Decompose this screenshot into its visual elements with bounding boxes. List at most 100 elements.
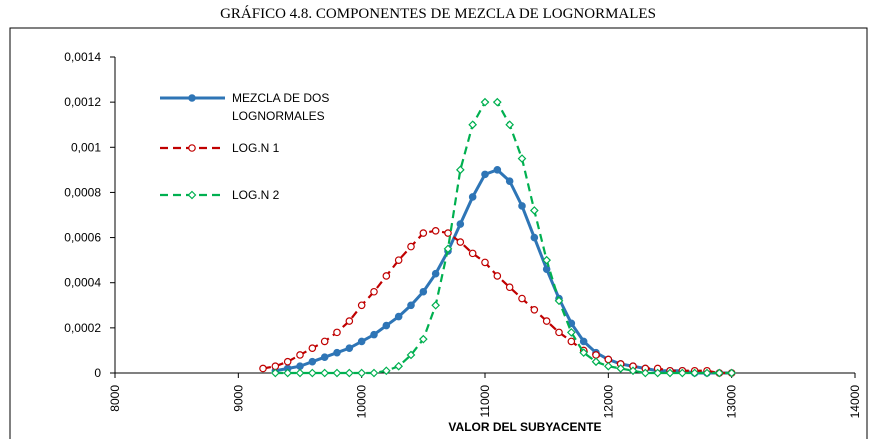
point	[554, 296, 564, 306]
point	[308, 344, 317, 352]
series-line	[262, 229, 732, 375]
point	[481, 170, 489, 179]
point	[455, 165, 465, 175]
point	[653, 368, 663, 378]
point	[431, 269, 440, 278]
point	[603, 361, 613, 371]
point	[542, 265, 551, 273]
point	[542, 255, 552, 265]
point	[394, 256, 403, 264]
point	[369, 368, 379, 378]
x-tick-label: 11000	[478, 385, 492, 418]
point	[357, 301, 366, 310]
point	[295, 368, 305, 378]
point	[382, 272, 391, 280]
point	[456, 238, 465, 246]
point	[530, 233, 539, 242]
point	[604, 355, 613, 364]
point	[702, 368, 712, 378]
point	[480, 97, 490, 107]
x-tick-label: 8000	[108, 385, 122, 412]
point	[677, 368, 687, 378]
point	[394, 312, 403, 321]
point	[357, 337, 366, 346]
point	[320, 353, 329, 362]
chart-title: GRÁFICO 4.8. COMPONENTES DE MEZCLA DE LO…	[220, 5, 656, 22]
point	[419, 229, 428, 237]
point	[296, 351, 304, 359]
point	[468, 249, 477, 258]
point	[444, 229, 452, 237]
point	[418, 334, 428, 344]
y-tick-label: 0,0006	[64, 231, 101, 245]
legend-label: MEZCLA DE DOS LOGNORMALES	[232, 91, 330, 123]
point	[579, 337, 588, 346]
point	[591, 357, 601, 367]
x-tick-label: 9000	[231, 385, 245, 412]
y-tick-label: 0,0004	[64, 276, 101, 290]
point	[431, 227, 440, 235]
point	[493, 272, 502, 280]
y-tick-label: 0,0014	[64, 50, 101, 64]
point	[345, 317, 354, 325]
point	[517, 154, 527, 163]
point	[344, 368, 354, 378]
series-line	[275, 101, 732, 375]
point	[505, 120, 515, 130]
point	[283, 357, 292, 366]
point	[308, 357, 317, 366]
point	[382, 321, 391, 330]
point	[493, 166, 502, 174]
point	[592, 351, 600, 359]
point	[640, 368, 650, 378]
point	[333, 328, 341, 337]
point	[690, 368, 700, 378]
x-tick-label: 14000	[848, 385, 862, 419]
point	[628, 366, 638, 376]
point	[555, 328, 563, 337]
point	[345, 344, 354, 352]
point	[407, 242, 415, 251]
point	[579, 348, 589, 358]
point	[370, 330, 378, 339]
x-tick-label: 10000	[355, 385, 369, 419]
point	[320, 368, 330, 378]
point	[296, 362, 304, 371]
point	[567, 337, 576, 346]
point	[394, 361, 404, 371]
point	[481, 258, 489, 267]
x-tick-label: 12000	[601, 385, 615, 419]
point	[407, 301, 415, 310]
y-tick-label: 0	[94, 366, 101, 380]
point	[468, 193, 477, 201]
point	[542, 317, 551, 325]
point	[259, 364, 267, 373]
x-axis-title: VALOR DEL SUBYACENTE	[448, 420, 601, 434]
point	[381, 366, 391, 376]
point	[456, 220, 465, 228]
x-tick-label: 13000	[725, 385, 739, 419]
y-tick-label: 0,0012	[64, 95, 101, 109]
point	[357, 368, 367, 378]
point	[566, 328, 576, 337]
legend-label: LOG.N 1	[232, 141, 280, 155]
point	[270, 368, 280, 378]
legend-label: LOG.N 2	[232, 188, 280, 202]
point	[727, 368, 737, 378]
point	[307, 368, 317, 378]
point	[320, 337, 329, 346]
point	[492, 97, 502, 107]
legend-marker	[188, 94, 196, 102]
y-tick-label: 0,0002	[64, 321, 101, 335]
point	[443, 244, 453, 254]
point	[665, 368, 675, 378]
point	[283, 368, 293, 378]
legend-marker	[187, 190, 197, 200]
point	[714, 368, 724, 378]
point	[616, 364, 626, 373]
legend-marker	[188, 144, 196, 152]
point	[333, 348, 341, 357]
point	[431, 300, 441, 310]
